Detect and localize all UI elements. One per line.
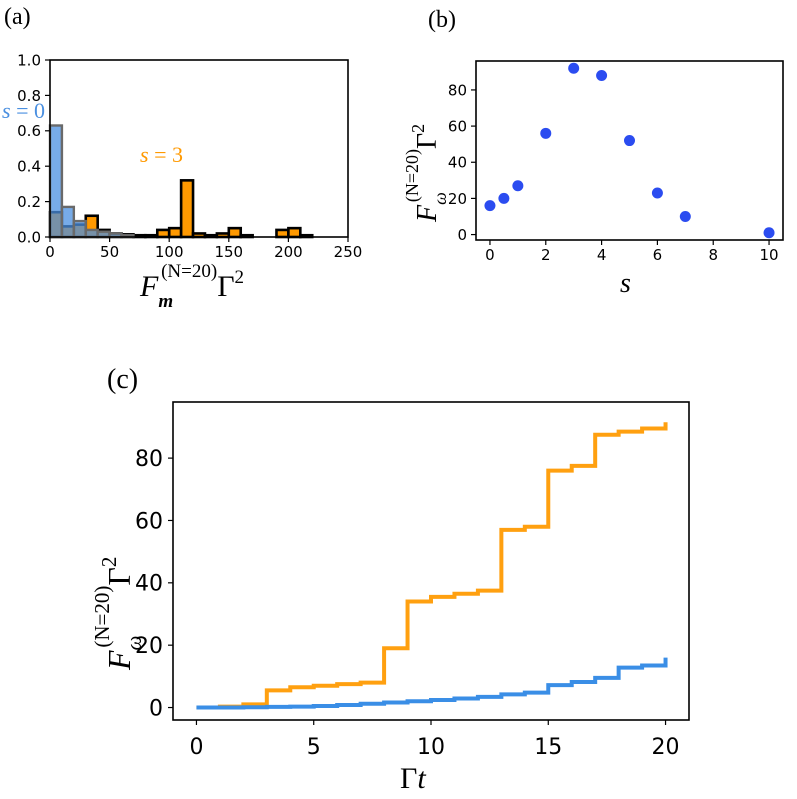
scatter-point [763, 227, 775, 239]
y-tick-label: 20 [448, 190, 467, 208]
x-tick-label: 0 [45, 243, 55, 261]
panel-a: (a) 0 50 100 150 200 250 0.0 0.2 0.4 0.6 0.8 1.0 s… [2, 4, 362, 312]
x-tick-label: 8 [708, 246, 718, 264]
panel-a-x-ticks: 0 50 100 150 200 250 [45, 237, 362, 261]
y-tick-label: 60 [448, 117, 467, 135]
panel-a-label: (a) [4, 4, 31, 30]
scatter-point [568, 62, 580, 74]
panel-c-lines [196, 422, 668, 710]
y-tick-label: 0.4 [17, 158, 41, 176]
panel-c-xlabel: Γt [400, 762, 426, 795]
panel-a-bars [48, 124, 314, 239]
y-tick-label: 1.0 [17, 51, 41, 69]
panel-c-ylabel: Fω(N=20)Γ2 [90, 557, 146, 671]
panel-b-y-ticks: 0 20 40 60 80 [448, 81, 476, 244]
y-tick-label: 80 [135, 447, 163, 472]
y-tick-label: 0.2 [17, 193, 41, 211]
x-tick-label: 0 [189, 735, 203, 760]
scatter-point [624, 135, 635, 147]
histogram-bar-s3 [287, 226, 302, 239]
x-tick-label: 10 [759, 246, 778, 264]
panel-b-label: (b) [428, 7, 456, 33]
scatter-point [540, 127, 552, 139]
y-tick-label: 80 [448, 81, 467, 99]
histogram-bar-s0 [48, 124, 64, 239]
x-tick-label: 200 [274, 243, 303, 261]
y-tick-label: 40 [448, 154, 467, 172]
x-tick-label: 2 [541, 246, 551, 264]
panel-a-series-label-s0: s = 0 [2, 98, 45, 123]
histogram-bar-s3 [179, 179, 195, 239]
x-tick-label: 20 [652, 735, 680, 760]
scatter-point [484, 200, 496, 212]
panel-b-ylabel: Fω(N=20)Γ2 [402, 124, 450, 223]
panel-b-points [484, 62, 775, 239]
histogram-bar-s3 [275, 228, 290, 239]
y-tick-label: 20 [135, 634, 163, 659]
y-tick-label: 60 [135, 509, 163, 534]
panel-b-axes-frame [475, 60, 784, 241]
panel-b-xlabel: s [620, 268, 631, 299]
x-tick-label: 250 [334, 243, 363, 261]
y-tick-label: 0 [149, 696, 163, 721]
panel-a-y-ticks: 0.0 0.2 0.4 0.6 0.8 1.0 [17, 51, 50, 246]
histogram-bar-s3 [167, 226, 183, 239]
scatter-point [512, 180, 524, 192]
panel-a-axes-frame [49, 59, 349, 238]
x-tick-label: 100 [155, 243, 184, 261]
scatter-point [651, 187, 663, 199]
step-line-series [196, 422, 668, 710]
histogram-bar-s3 [155, 228, 171, 239]
panel-c-axes-frame [172, 401, 690, 721]
x-tick-label: 150 [214, 243, 243, 261]
x-tick-label: 5 [307, 735, 321, 760]
y-tick-label: 40 [135, 572, 163, 597]
panel-c-x-ticks: 0 5 10 15 20 [189, 720, 680, 760]
histogram-bar-s0 [72, 219, 87, 239]
panel-a-xlabel: Fm(N=20)Γ2 [139, 261, 244, 312]
y-tick-label: 0 [457, 226, 467, 244]
histogram-bar-s0 [84, 228, 99, 239]
panel-a-series-label-s3: s = 3 [140, 142, 183, 167]
scatter-point [679, 210, 691, 222]
scatter-point [498, 192, 510, 204]
x-tick-label: 4 [597, 246, 607, 264]
y-tick-label: 0.8 [17, 87, 41, 105]
panel-c-y-ticks: 0 20 40 60 80 [135, 447, 173, 721]
x-tick-label: 6 [653, 246, 663, 264]
panel-b: (b) 0 2 4 6 8 10 0 20 40 60 80 s Fω(N=20)Γ2 [402, 7, 784, 299]
histogram-bar-s3 [227, 226, 243, 239]
histogram-bar-s0 [60, 205, 76, 239]
x-tick-label: 0 [485, 246, 495, 264]
scatter-point [596, 69, 608, 81]
x-tick-label: 15 [534, 735, 562, 760]
y-tick-label: 0.0 [17, 228, 41, 246]
x-tick-label: 50 [100, 243, 119, 261]
x-tick-label: 10 [417, 735, 445, 760]
panel-c: (c) 0 5 10 15 20 0 20 40 60 80 Γt Fω(N=20)Γ2 [90, 364, 690, 795]
step-line-series [196, 657, 668, 710]
y-tick-label: 0.6 [17, 122, 41, 140]
panel-b-x-ticks: 0 2 4 6 8 10 [485, 240, 779, 264]
panel-c-label: (c) [107, 364, 138, 395]
